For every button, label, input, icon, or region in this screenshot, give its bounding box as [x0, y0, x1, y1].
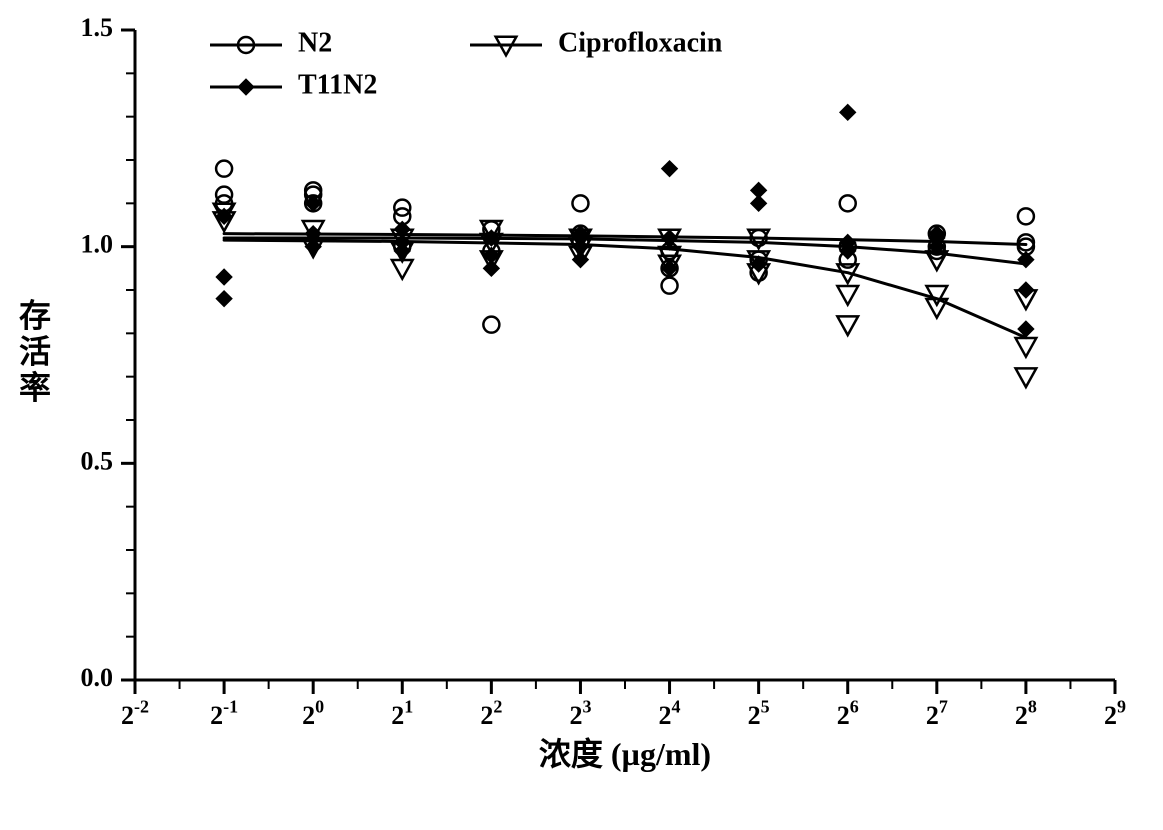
- legend: N2 Ciprofloxacin T11N2: [210, 27, 723, 100]
- series-T11N2: [216, 104, 1034, 337]
- x-tick-label: 28: [1015, 696, 1037, 730]
- x-tick-label: 27: [926, 696, 948, 730]
- legend-label: Ciprofloxacin: [558, 27, 723, 58]
- y-tick-label: 1.5: [81, 13, 114, 42]
- x-tick-label: 21: [391, 696, 413, 730]
- y-tick-label: 0.5: [81, 446, 114, 475]
- legend-label: N2: [298, 27, 332, 58]
- x-tick-label: 2-1: [210, 696, 238, 730]
- chart-svg: 0.0 0.5 1.0 1.5 2-2 2-1 20 21 22 23 24 25 26 27 28 29 浓度…: [0, 0, 1163, 830]
- x-tick-label: 24: [659, 696, 681, 730]
- x-tick-label: 2-2: [121, 696, 149, 730]
- x-tick-label: 29: [1104, 696, 1126, 730]
- y-tick-label: 1.0: [81, 230, 114, 259]
- x-tick-label: 26: [837, 696, 859, 730]
- y-tick-label: 0.0: [81, 663, 114, 692]
- x-tick-label: 25: [748, 696, 770, 730]
- y-axis-label-char: 活: [19, 333, 51, 369]
- x-axis-label: 浓度 (µg/ml): [539, 736, 711, 772]
- x-tick-label: 20: [302, 696, 324, 730]
- x-tick-label: 22: [480, 696, 502, 730]
- legend-label: T11N2: [298, 69, 377, 100]
- scatter-chart: 0.0 0.5 1.0 1.5 2-2 2-1 20 21 22 23 24 25 26 27 28 29 浓度…: [0, 0, 1163, 830]
- fit-line-Ciprofloxacin: [224, 240, 1026, 337]
- series-Ciprofloxacin: [214, 204, 1037, 387]
- y-axis-label-char: 率: [19, 369, 51, 405]
- x-tick-label: 23: [569, 696, 591, 730]
- y-axis-label-char: 存: [19, 297, 51, 333]
